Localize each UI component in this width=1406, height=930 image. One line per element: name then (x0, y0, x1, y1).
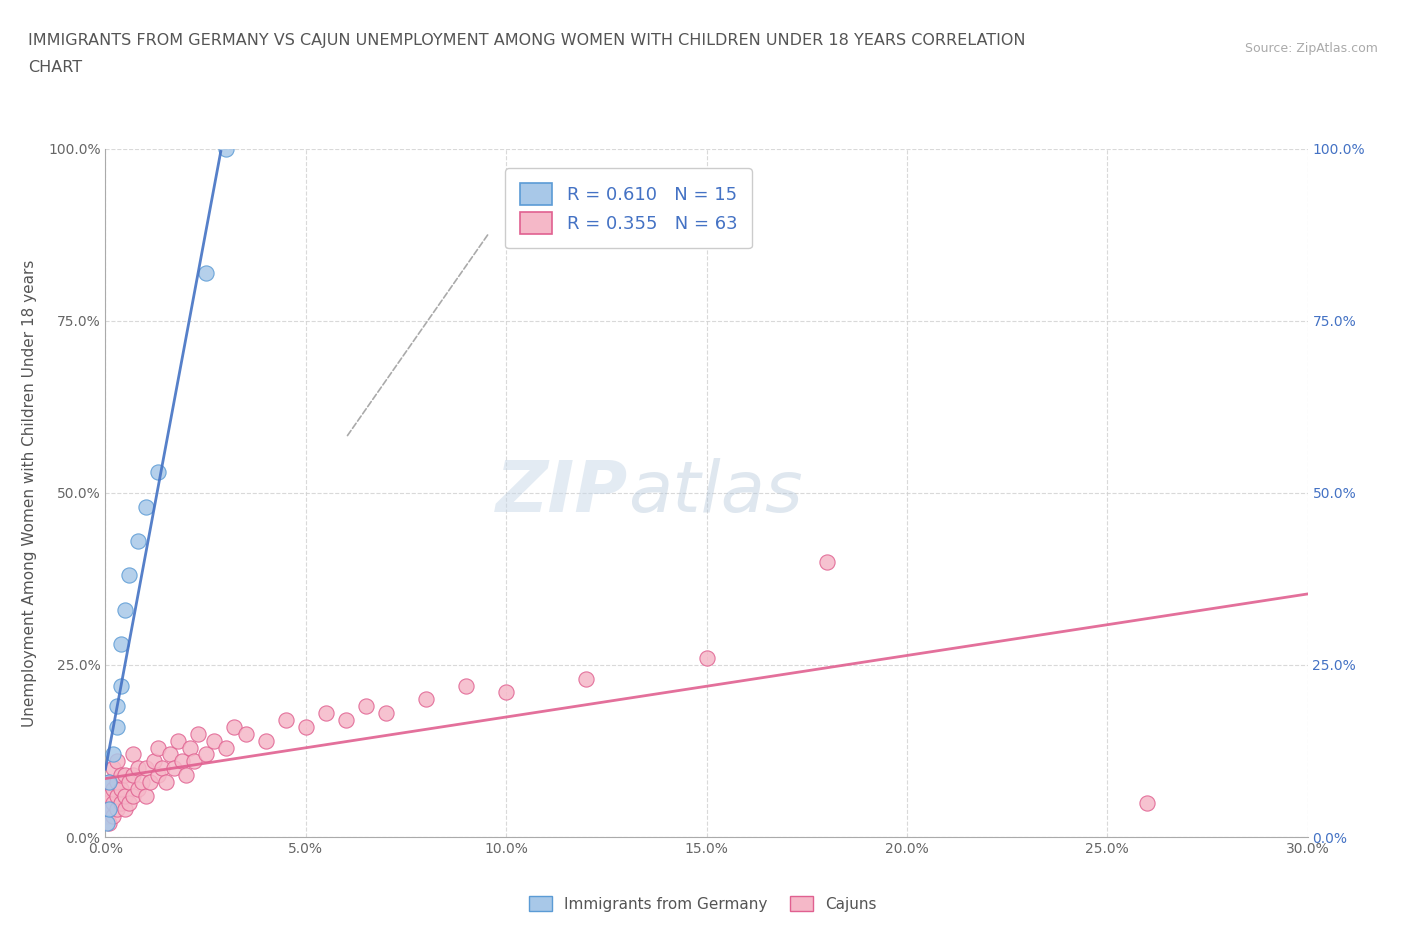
Point (131, 775, 153, 790)
Point (146, 740, 169, 755)
Point (194, 265, 217, 280)
Point (815, 554, 838, 569)
Point (98, 789, 121, 804)
Point (103, 761, 125, 776)
Point (222, 720, 245, 735)
Point (374, 706, 398, 721)
Point (274, 712, 297, 727)
Point (354, 698, 377, 713)
Point (98, 775, 121, 790)
Text: atlas: atlas (628, 458, 803, 527)
Point (214, 740, 236, 755)
Point (187, 726, 209, 741)
Point (103, 747, 125, 762)
Point (107, 754, 129, 769)
Point (454, 678, 477, 693)
Point (103, 781, 125, 796)
Text: ZIP: ZIP (496, 458, 628, 527)
Point (107, 720, 129, 735)
Point (122, 789, 145, 804)
Point (575, 671, 598, 686)
Point (127, 781, 149, 796)
Point (110, 767, 132, 782)
Point (118, 795, 141, 810)
Point (159, 747, 181, 762)
Point (114, 767, 136, 782)
Point (415, 692, 437, 707)
Point (96, 816, 118, 830)
Point (110, 795, 132, 810)
Point (174, 767, 197, 782)
Point (107, 698, 129, 713)
Point (150, 761, 173, 776)
Point (110, 637, 132, 652)
Point (122, 747, 145, 762)
Point (110, 781, 132, 796)
Point (114, 789, 136, 804)
Point (254, 733, 277, 748)
Point (103, 809, 125, 824)
Point (118, 568, 141, 583)
Point (103, 795, 125, 810)
Point (135, 761, 157, 776)
Point (335, 712, 357, 727)
Y-axis label: Unemployment Among Women with Children Under 18 years: Unemployment Among Women with Children U… (22, 259, 37, 726)
Point (107, 775, 129, 790)
Point (138, 775, 160, 790)
Point (96, 795, 118, 810)
Point (98, 816, 121, 830)
Text: CHART: CHART (28, 60, 82, 75)
Point (696, 651, 718, 666)
Point (127, 761, 149, 776)
Point (495, 685, 517, 700)
Point (118, 775, 141, 790)
Point (107, 802, 129, 817)
Point (127, 534, 149, 549)
Point (194, 747, 217, 762)
Point (98, 775, 121, 790)
Point (235, 726, 257, 741)
Text: IMMIGRANTS FROM GERMANY VS CAJUN UNEMPLOYMENT AMONG WOMEN WITH CHILDREN UNDER 18: IMMIGRANTS FROM GERMANY VS CAJUN UNEMPLO… (28, 33, 1025, 47)
Point (114, 802, 136, 817)
Point (107, 789, 129, 804)
Point (179, 740, 201, 755)
Point (98, 802, 121, 817)
Point (170, 754, 193, 769)
Legend: R = 0.610   N = 15, R = 0.355   N = 63: R = 0.610 N = 15, R = 0.355 N = 63 (505, 168, 752, 248)
Point (146, 767, 169, 782)
Point (214, 141, 236, 156)
Point (135, 499, 157, 514)
Point (135, 789, 157, 804)
Point (183, 754, 205, 769)
Point (96, 809, 118, 824)
Point (295, 720, 318, 735)
Point (315, 706, 337, 721)
Point (1136, 795, 1159, 810)
Point (142, 754, 165, 769)
Point (146, 465, 169, 480)
Legend: Immigrants from Germany, Cajuns: Immigrants from Germany, Cajuns (523, 889, 883, 918)
Point (114, 603, 136, 618)
Point (166, 733, 188, 748)
Point (202, 733, 225, 748)
Point (110, 678, 132, 693)
Text: Source: ZipAtlas.com: Source: ZipAtlas.com (1244, 42, 1378, 55)
Point (155, 775, 177, 790)
Point (162, 761, 184, 776)
Point (98, 802, 121, 817)
Point (122, 767, 145, 782)
